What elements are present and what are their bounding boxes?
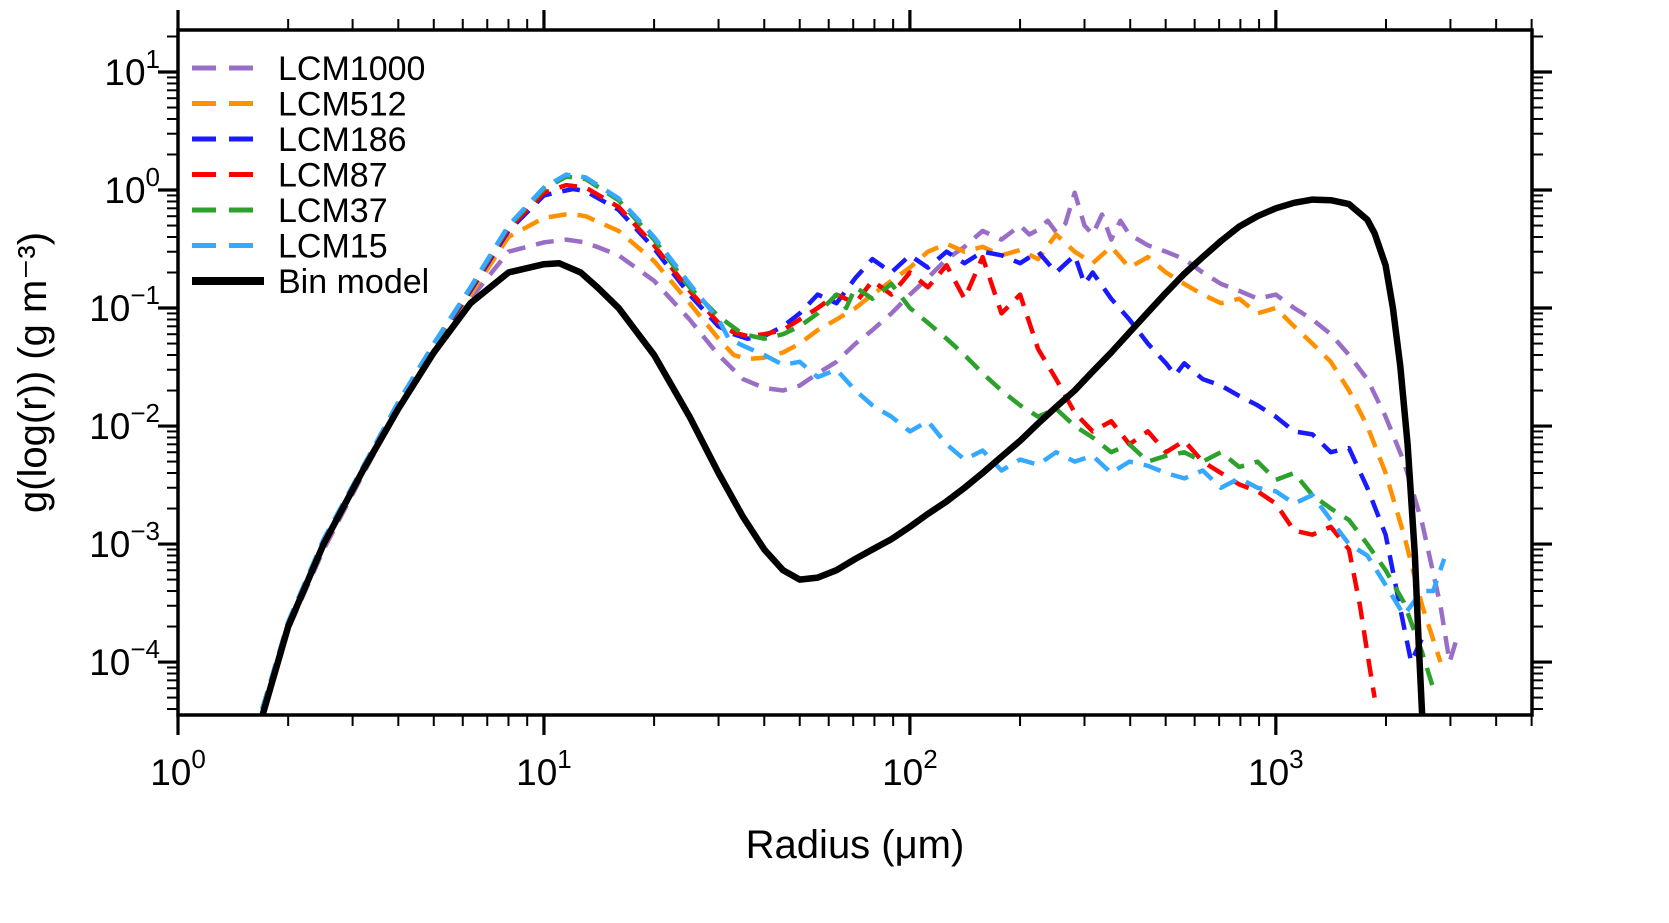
- y-tick-label: 10−3: [89, 516, 160, 565]
- y-tick-label: 100: [104, 162, 160, 211]
- legend-label-lcm15: LCM15: [278, 228, 388, 266]
- y-tick-label: 10−2: [89, 398, 160, 447]
- y-tick-label: 10−4: [89, 634, 160, 683]
- plot-frame: [176, 28, 1534, 717]
- legend-label-lcm186: LCM186: [278, 121, 407, 159]
- x-tick-label: 100: [150, 744, 206, 793]
- x-tick-label: 101: [516, 744, 572, 793]
- y-tick-label: 10−1: [89, 280, 160, 329]
- legend-label-lcm37: LCM37: [278, 192, 388, 230]
- x-tick-label: 103: [1248, 744, 1304, 793]
- x-tick-label: 102: [882, 744, 938, 793]
- series-line-lcm186: [260, 186, 1425, 710]
- series-line-bin-model: [259, 196, 1426, 715]
- legend-label-bin-model: Bin model: [278, 263, 429, 301]
- series-line-lcm15: [260, 172, 1447, 710]
- series-line-lcm512: [260, 211, 1443, 710]
- legend-label-lcm87: LCM87: [278, 157, 388, 195]
- x-axis-label: Radius (μm): [746, 823, 965, 867]
- y-tick-label: 101: [104, 44, 160, 93]
- y-axis-label: g(log(r)) (g m⁻³): [11, 232, 55, 513]
- axis-ticks: [158, 10, 1552, 735]
- legend-label-lcm512: LCM512: [278, 86, 407, 124]
- series-line-lcm87: [260, 182, 1377, 710]
- legend-label-lcm1000: LCM1000: [278, 50, 425, 88]
- series-group: [259, 172, 1461, 715]
- series-line-lcm37: [260, 174, 1436, 710]
- series-line-lcm1000: [260, 190, 1461, 710]
